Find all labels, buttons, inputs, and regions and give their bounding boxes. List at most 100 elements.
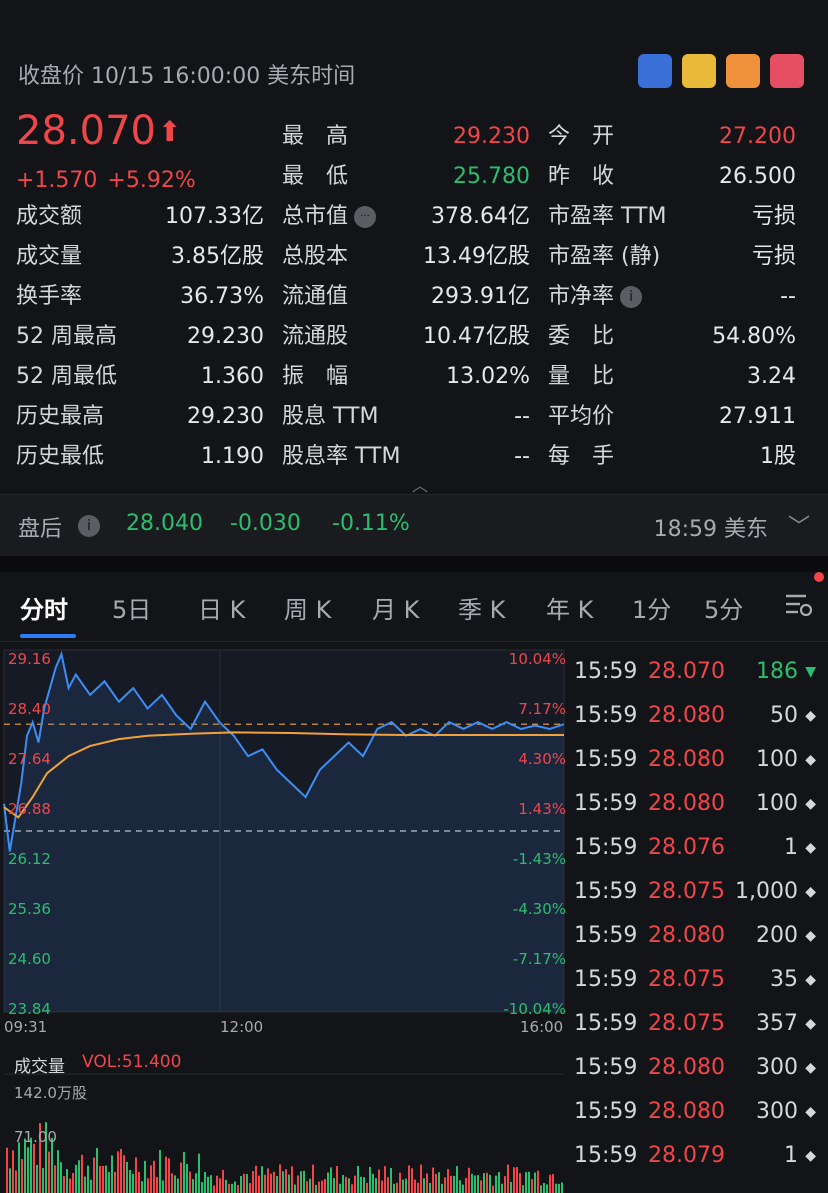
- stat-label-text: 股息 TTM: [282, 404, 379, 429]
- flag-icon-1[interactable]: [638, 54, 672, 88]
- volume-bar: [303, 1170, 305, 1193]
- stat-value: 1.190: [201, 444, 264, 469]
- stat-label: 股息 TTM: [282, 402, 378, 432]
- volume-bar: [123, 1155, 125, 1193]
- volume-bar: [309, 1178, 311, 1193]
- info-icon[interactable]: i: [620, 286, 643, 308]
- volume-bar: [414, 1179, 416, 1193]
- volume-bar: [204, 1171, 206, 1193]
- stat-label-text: 最 低: [282, 164, 349, 189]
- flag-icon-3[interactable]: [726, 54, 760, 88]
- collapse-caret-icon[interactable]: ︿: [412, 476, 429, 495]
- chevron-down-icon[interactable]: ﹀: [787, 515, 810, 540]
- volume-bar: [396, 1182, 398, 1193]
- volume-bar: [327, 1172, 329, 1193]
- flag-icon-4[interactable]: [770, 54, 804, 88]
- volume-bar: [93, 1157, 95, 1193]
- stat-label: 成交额: [16, 202, 82, 232]
- volume-mid-label: 71.00: [14, 1128, 57, 1146]
- tab-0[interactable]: 分时: [20, 596, 68, 624]
- trade-time: 15:59: [574, 659, 638, 684]
- trade-row: 15:59 28.080 300 ◆: [568, 1046, 828, 1090]
- pct-tick-label: 10.04%: [508, 650, 566, 668]
- trade-qty: 100: [756, 747, 798, 772]
- info-icon[interactable]: i: [78, 515, 100, 537]
- chart-ticks: 29.16 28.40 27.64 26.88 26.12 25.36 24.60 23.84…: [0, 642, 828, 1193]
- volume-bar: [27, 1147, 29, 1193]
- pct-tick-label: 7.17%: [518, 700, 566, 718]
- trade-row: 15:59 28.075 35 ◆: [568, 958, 828, 1002]
- volume-bar: [483, 1173, 485, 1193]
- volume-bar: [360, 1176, 362, 1193]
- trade-price: 28.075: [648, 879, 725, 904]
- y-tick-label: 29.16: [8, 650, 51, 668]
- pct-tick-label: -7.17%: [512, 950, 566, 968]
- trade-price: 28.070: [648, 659, 725, 684]
- volume-bar: [258, 1175, 260, 1193]
- volume-bar: [471, 1173, 473, 1193]
- stat-label: 每 手: [548, 442, 614, 472]
- volume-bar: [156, 1176, 158, 1193]
- tab-2[interactable]: 日 K: [198, 596, 246, 624]
- trade-time: 15:59: [574, 967, 638, 992]
- chart-canvas[interactable]: [0, 642, 568, 1193]
- volume-bar: [18, 1142, 20, 1193]
- trade-qty: 1,000: [735, 879, 798, 904]
- stat-label: 市净率 i: [548, 282, 643, 312]
- stat-value: 378.64亿: [431, 204, 530, 229]
- volume-bar: [177, 1178, 179, 1193]
- volume-bar: [456, 1166, 458, 1193]
- volume-bar: [21, 1159, 23, 1193]
- tab-8[interactable]: 5分: [704, 596, 744, 624]
- stat-label-text: 历史最低: [16, 444, 105, 469]
- flag-icon-2[interactable]: [682, 54, 716, 88]
- volume-bar: [81, 1154, 83, 1193]
- trade-price: 28.079: [648, 1143, 725, 1168]
- stat-value: 26.500: [719, 164, 796, 189]
- trade-qty: 186: [756, 659, 798, 684]
- volume-bar: [348, 1178, 350, 1193]
- trade-time: 15:59: [574, 1099, 638, 1124]
- stat-label: 总市值 ···: [282, 202, 377, 232]
- volume-bar: [507, 1164, 509, 1193]
- tab-7[interactable]: 1分: [632, 596, 672, 624]
- intraday-chart[interactable]: [0, 642, 568, 1193]
- volume-bar: [138, 1172, 140, 1193]
- volume-bar: [192, 1179, 194, 1193]
- stat-label: 委 比: [548, 322, 614, 352]
- stat-value: 29.230: [453, 124, 530, 149]
- trade-qty: 300: [756, 1099, 798, 1124]
- stat-label-text: 换手率: [16, 284, 83, 309]
- stat-label-text: 流通值: [282, 284, 349, 309]
- trade-qty: 200: [756, 923, 798, 948]
- diamond-icon: ◆: [805, 752, 816, 768]
- trade-price: 28.080: [648, 703, 725, 728]
- tab-3[interactable]: 周 K: [284, 596, 332, 624]
- y-tick-label: 28.40: [8, 700, 51, 718]
- chart-settings-icon[interactable]: [782, 588, 814, 620]
- tab-1[interactable]: 5日: [112, 596, 152, 624]
- pct-tick-label: -4.30%: [512, 900, 566, 918]
- volume-bar: [147, 1178, 149, 1193]
- stat-label: 量 比: [548, 362, 614, 392]
- price-change-pct: +5.92%: [107, 168, 196, 193]
- stat-label-text: 平均价: [548, 404, 615, 429]
- volume-bar: [57, 1150, 59, 1193]
- tab-5[interactable]: 季 K: [458, 596, 506, 624]
- stat-label-text: 52 周最高: [16, 324, 117, 349]
- stat-label: 最 低: [282, 162, 348, 192]
- tab-4[interactable]: 月 K: [372, 596, 420, 624]
- volume-bar: [552, 1174, 554, 1193]
- volume-bar: [243, 1173, 245, 1193]
- volume-bar: [234, 1181, 236, 1193]
- stat-label: 历史最高: [16, 402, 104, 432]
- volume-bar: [351, 1184, 353, 1193]
- volume-bar: [132, 1173, 134, 1193]
- tab-6[interactable]: 年 K: [546, 596, 594, 624]
- volume-bar: [180, 1162, 182, 1193]
- volume-bar: [555, 1183, 557, 1193]
- more-icon[interactable]: ···: [354, 206, 377, 228]
- volume-bar: [390, 1168, 392, 1193]
- after-hours-bar[interactable]: 盘后 i 28.040 -0.030 -0.11% 18:59 美东 ﹀: [0, 494, 828, 556]
- after-hours-time: 18:59 美东: [653, 517, 768, 542]
